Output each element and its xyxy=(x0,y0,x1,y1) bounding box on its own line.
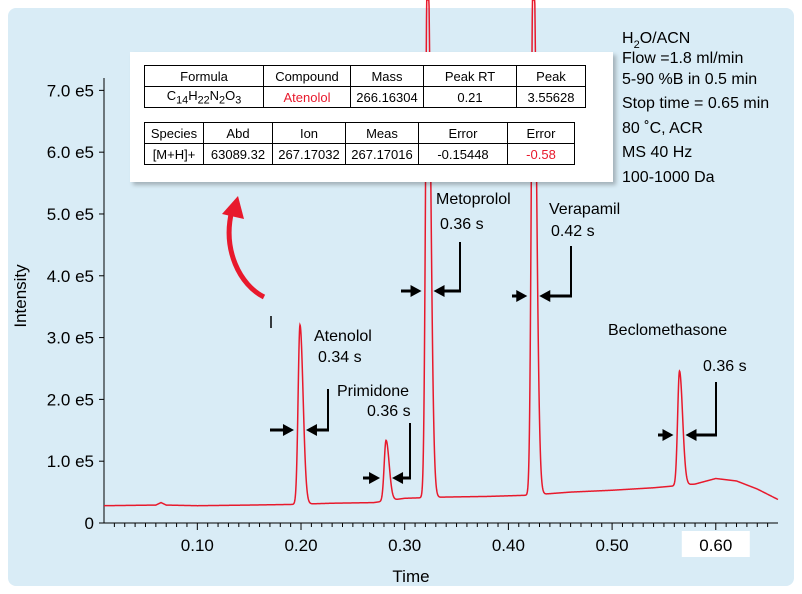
trace-line xyxy=(104,0,779,507)
ion-table-row: [M+H]+ 63089.32 267.17032 267.17016 -0.1… xyxy=(144,143,575,165)
condition-flow: Flow =1.8 ml/min xyxy=(622,50,743,67)
width-arrow-left-head xyxy=(516,290,528,302)
chromatogram-trace xyxy=(104,0,779,507)
width-arrow-left-head xyxy=(662,429,674,441)
condition-ms: MS 40 Hz xyxy=(622,144,692,161)
col-peak-rt: Peak RT xyxy=(423,65,517,87)
col-formula: Formula xyxy=(144,65,264,87)
width-arrow-right-head xyxy=(392,472,404,484)
results-table-callout: Formula Compound Mass Peak RT Peak C14H2… xyxy=(130,52,613,182)
width-arrow-left-head xyxy=(282,424,294,436)
condition-solvent: H2O/ACN xyxy=(622,30,690,51)
col-abd: Abd xyxy=(203,122,273,144)
peak-width-beclomethasone: 0.36 s xyxy=(703,358,747,375)
peak-width-markers xyxy=(270,242,717,484)
cell-ion: 267.17032 xyxy=(272,143,346,165)
compound-table-header: Formula Compound Mass Peak RT Peak xyxy=(144,65,586,87)
peak-label-verapamil: Verapamil xyxy=(549,201,620,218)
col-error-mda: Error xyxy=(507,122,575,144)
condition-temperature: 80 ˚C, ACR xyxy=(622,120,703,137)
peak-width-primidone: 0.36 s xyxy=(367,403,411,420)
x-axis-title: Time xyxy=(392,567,429,586)
x-tick-label: 0.50 xyxy=(596,536,629,555)
width-arrow-left-head xyxy=(410,285,422,297)
compound-table: Formula Compound Mass Peak RT Peak C14H2… xyxy=(144,65,586,108)
cell-meas: 267.17016 xyxy=(345,143,419,165)
col-ion: Ion xyxy=(272,122,346,144)
col-mass: Mass xyxy=(350,65,424,87)
x-tick-label: 0.60 xyxy=(699,536,732,555)
cell-peak: 3.55628 xyxy=(516,86,586,108)
col-species: Species xyxy=(144,122,204,144)
cell-rt: 0.21 xyxy=(423,86,517,108)
condition-mass-range: 100-1000 Da xyxy=(622,169,715,186)
x-tick-label: 0.30 xyxy=(388,536,421,555)
peak-width-metoprolol: 0.36 s xyxy=(440,216,484,233)
ion-table: Species Abd Ion Meas Error Error [M+H]+ … xyxy=(144,122,575,165)
ion-table-header: Species Abd Ion Meas Error Error xyxy=(144,122,575,144)
cell-species: [M+H]+ xyxy=(144,143,204,165)
col-error-ppm: Error xyxy=(418,122,508,144)
width-arrow-right-head xyxy=(305,424,317,436)
peak-label-metoprolol: Metoprolol xyxy=(436,191,511,208)
cell-formula: C14H22N2O3 xyxy=(144,86,264,108)
x-tick-label: 0.10 xyxy=(181,536,214,555)
y-tick-label: 3.0 e5 xyxy=(47,329,94,348)
width-arrow-left-head xyxy=(369,472,381,484)
x-tick-highlight-box xyxy=(681,531,750,557)
width-arrow-right-head xyxy=(685,429,697,441)
width-arrow-right-head xyxy=(539,290,551,302)
y-tick-label: 6.0 e5 xyxy=(47,143,94,162)
condition-stop-time: Stop time = 0.65 min xyxy=(622,95,769,112)
x-tick-label: 0.20 xyxy=(284,536,317,555)
compound-table-row: C14H22N2O3 Atenolol 266.16304 0.21 3.556… xyxy=(144,86,586,108)
col-compound: Compound xyxy=(263,65,351,87)
x-tick-label: 0.40 xyxy=(492,536,525,555)
y-tick-label: 4.0 e5 xyxy=(47,267,94,286)
cell-abd: 63089.32 xyxy=(203,143,273,165)
cell-compound: Atenolol xyxy=(263,86,351,108)
width-arrow-right-head xyxy=(433,285,445,297)
callout-arrow-head xyxy=(222,196,244,219)
peak-label-beclomethasone: Beclomethasone xyxy=(608,322,727,339)
cell-error-2: -0.58 xyxy=(507,143,575,165)
condition-gradient: 5-90 %B in 0.5 min xyxy=(622,71,757,88)
cell-mass: 266.16304 xyxy=(350,86,424,108)
peak-label-primidone: Primidone xyxy=(337,383,409,400)
axes: 0 1.0 e5 2.0 e5 3.0 e5 4.0 e5 5.0 e5 6.0 e5 7.0… xyxy=(47,78,778,557)
col-meas: Meas xyxy=(345,122,419,144)
y-tick-label: 0 xyxy=(85,514,94,533)
col-peak: Peak xyxy=(516,65,586,87)
callout-arrow-curve xyxy=(226,209,266,300)
y-axis-title: Intensity xyxy=(11,264,30,328)
peak-label-atenolol: Atenolol xyxy=(314,328,372,345)
peak-width-atenolol: 0.34 s xyxy=(318,349,362,366)
y-tick-label: 7.0 e5 xyxy=(47,81,94,100)
peak-width-verapamil: 0.42 s xyxy=(551,223,595,240)
y-tick-label: 5.0 e5 xyxy=(47,205,94,224)
y-tick-label: 2.0 e5 xyxy=(47,390,94,409)
y-tick-label: 1.0 e5 xyxy=(47,452,94,471)
cell-error-1: -0.15448 xyxy=(418,143,508,165)
